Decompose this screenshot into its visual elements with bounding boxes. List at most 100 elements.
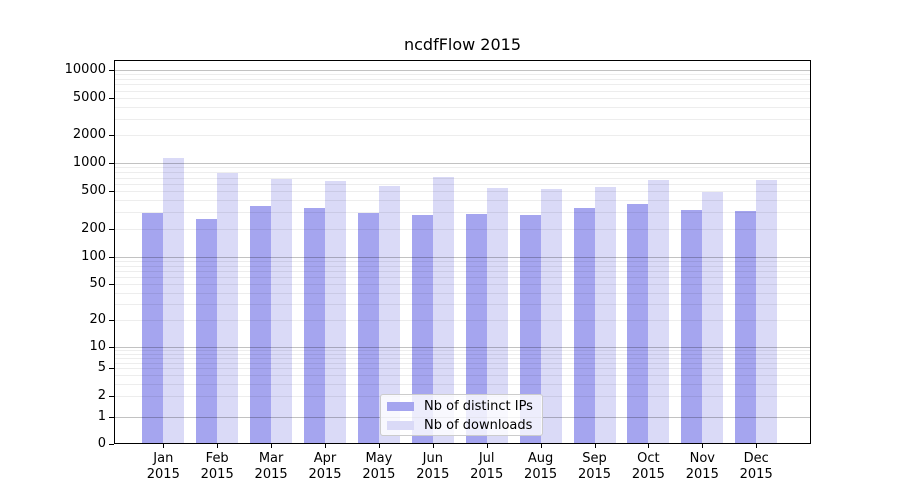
x-tick-label-aug: Aug 2015	[524, 451, 558, 482]
y-tick-label-0: 0	[97, 436, 106, 451]
x-tick-mark	[271, 444, 273, 448]
minor-gridline	[114, 191, 811, 193]
major-gridline	[114, 70, 811, 71]
y-tick-label-5000: 5000	[72, 90, 106, 105]
minor-gridline	[114, 277, 811, 278]
x-tick-mark	[702, 444, 704, 448]
minor-gridline	[114, 74, 811, 76]
legend-row-downloads: Nb of downloads	[387, 416, 542, 435]
bar-distinct-ips-jul	[465, 213, 487, 444]
y-tick-mark	[109, 98, 114, 99]
y-tick-label-50: 50	[89, 276, 106, 292]
minor-gridline	[114, 212, 811, 214]
minor-gridline	[114, 228, 811, 230]
minor-gridline	[114, 350, 811, 352]
minor-gridline	[114, 383, 811, 385]
plot-area: Nb of distinct IPs Nb of downloads	[114, 60, 811, 444]
y-tick-mark	[109, 257, 114, 258]
legend-label-distinct-ips: Nb of distinct IPs	[424, 399, 533, 414]
minor-gridline	[114, 353, 811, 355]
y-tick-label-200: 200	[81, 220, 106, 236]
minor-gridline	[114, 98, 811, 99]
y-tick-mark	[109, 347, 114, 348]
minor-gridline	[114, 362, 811, 364]
x-tick-mark	[163, 444, 165, 448]
y-tick-mark	[109, 191, 114, 193]
minor-gridline	[114, 107, 811, 108]
legend: Nb of distinct IPs Nb of downloads	[380, 394, 543, 436]
x-tick-label-may: May 2015	[362, 451, 396, 482]
x-tick-label-sep: Sep 2015	[577, 451, 612, 482]
bar-downloads-oct	[648, 180, 670, 444]
bar-downloads-aug	[540, 189, 562, 444]
y-tick-mark	[109, 135, 114, 136]
minor-gridline	[114, 357, 811, 359]
bar-distinct-ips-dec	[735, 210, 757, 444]
x-tick-label-nov: Nov 2015	[685, 451, 719, 482]
x-tick-mark	[486, 444, 488, 448]
bar-distinct-ips-mar	[250, 205, 272, 444]
bar-downloads-mar	[271, 179, 293, 444]
minor-gridline	[114, 118, 811, 120]
y-tick-label-10: 10	[89, 339, 106, 354]
x-tick-mark	[378, 444, 380, 448]
minor-gridline	[114, 200, 811, 202]
y-tick-label-2: 2	[97, 387, 106, 403]
minor-gridline	[114, 304, 811, 306]
y-tick-mark	[109, 368, 114, 370]
bar-distinct-ips-jun	[411, 215, 433, 444]
y-tick-label-20: 20	[89, 311, 106, 327]
minor-gridline	[114, 292, 811, 294]
x-tick-mark	[217, 444, 219, 448]
minor-gridline	[114, 90, 811, 92]
y-tick-mark	[109, 319, 114, 321]
x-tick-mark	[648, 444, 650, 448]
y-tick-label-100: 100	[81, 249, 106, 264]
bar-distinct-ips-jan	[142, 212, 164, 444]
downloads-swatch-icon	[387, 421, 414, 430]
x-tick-mark	[756, 444, 758, 448]
x-tick-mark	[432, 444, 434, 448]
y-tick-mark	[109, 228, 114, 230]
x-tick-label-apr: Apr 2015	[308, 451, 342, 482]
bar-distinct-ips-feb	[196, 218, 218, 444]
bar-downloads-jun	[432, 176, 454, 444]
minor-gridline	[114, 167, 811, 169]
bar-distinct-ips-nov	[681, 209, 703, 444]
x-tick-label-oct: Oct 2015	[631, 451, 665, 482]
x-tick-label-dec: Dec 2015	[739, 451, 773, 482]
y-tick-mark	[109, 444, 114, 445]
minor-gridline	[114, 183, 811, 185]
bar-downloads-dec	[756, 180, 778, 444]
y-tick-label-5: 5	[97, 360, 106, 376]
y-tick-mark	[109, 395, 114, 397]
minor-gridline	[114, 261, 811, 263]
y-tick-mark	[109, 70, 114, 71]
y-tick-label-1000: 1000	[72, 155, 106, 170]
x-tick-label-jul: Jul 2015	[470, 451, 504, 482]
x-tick-label-jan: Jan 2015	[146, 451, 180, 482]
minor-gridline	[114, 270, 811, 272]
gridlines	[114, 60, 811, 444]
x-tick-mark	[594, 444, 596, 448]
bar-downloads-sep	[594, 187, 616, 444]
x-tick-label-jun: Jun 2015	[416, 451, 450, 482]
x-tick-label-mar: Mar 2015	[254, 451, 288, 482]
major-gridline	[114, 257, 811, 258]
minor-gridline	[114, 135, 811, 136]
x-tick-mark	[540, 444, 542, 448]
bar-distinct-ips-aug	[519, 215, 541, 444]
y-tick-label-500: 500	[81, 183, 106, 199]
minor-gridline	[114, 84, 811, 86]
legend-label-downloads: Nb of downloads	[424, 418, 533, 433]
y-tick-label-1: 1	[97, 409, 106, 424]
major-gridline	[114, 163, 811, 164]
bar-distinct-ips-sep	[573, 208, 595, 444]
distinct-ips-swatch-icon	[387, 402, 414, 411]
bar-distinct-ips-oct	[627, 203, 649, 444]
y-tick-mark	[109, 417, 114, 418]
major-gridline	[114, 347, 811, 348]
legend-row-distinct-ips: Nb of distinct IPs	[387, 397, 542, 416]
minor-gridline	[114, 172, 811, 174]
